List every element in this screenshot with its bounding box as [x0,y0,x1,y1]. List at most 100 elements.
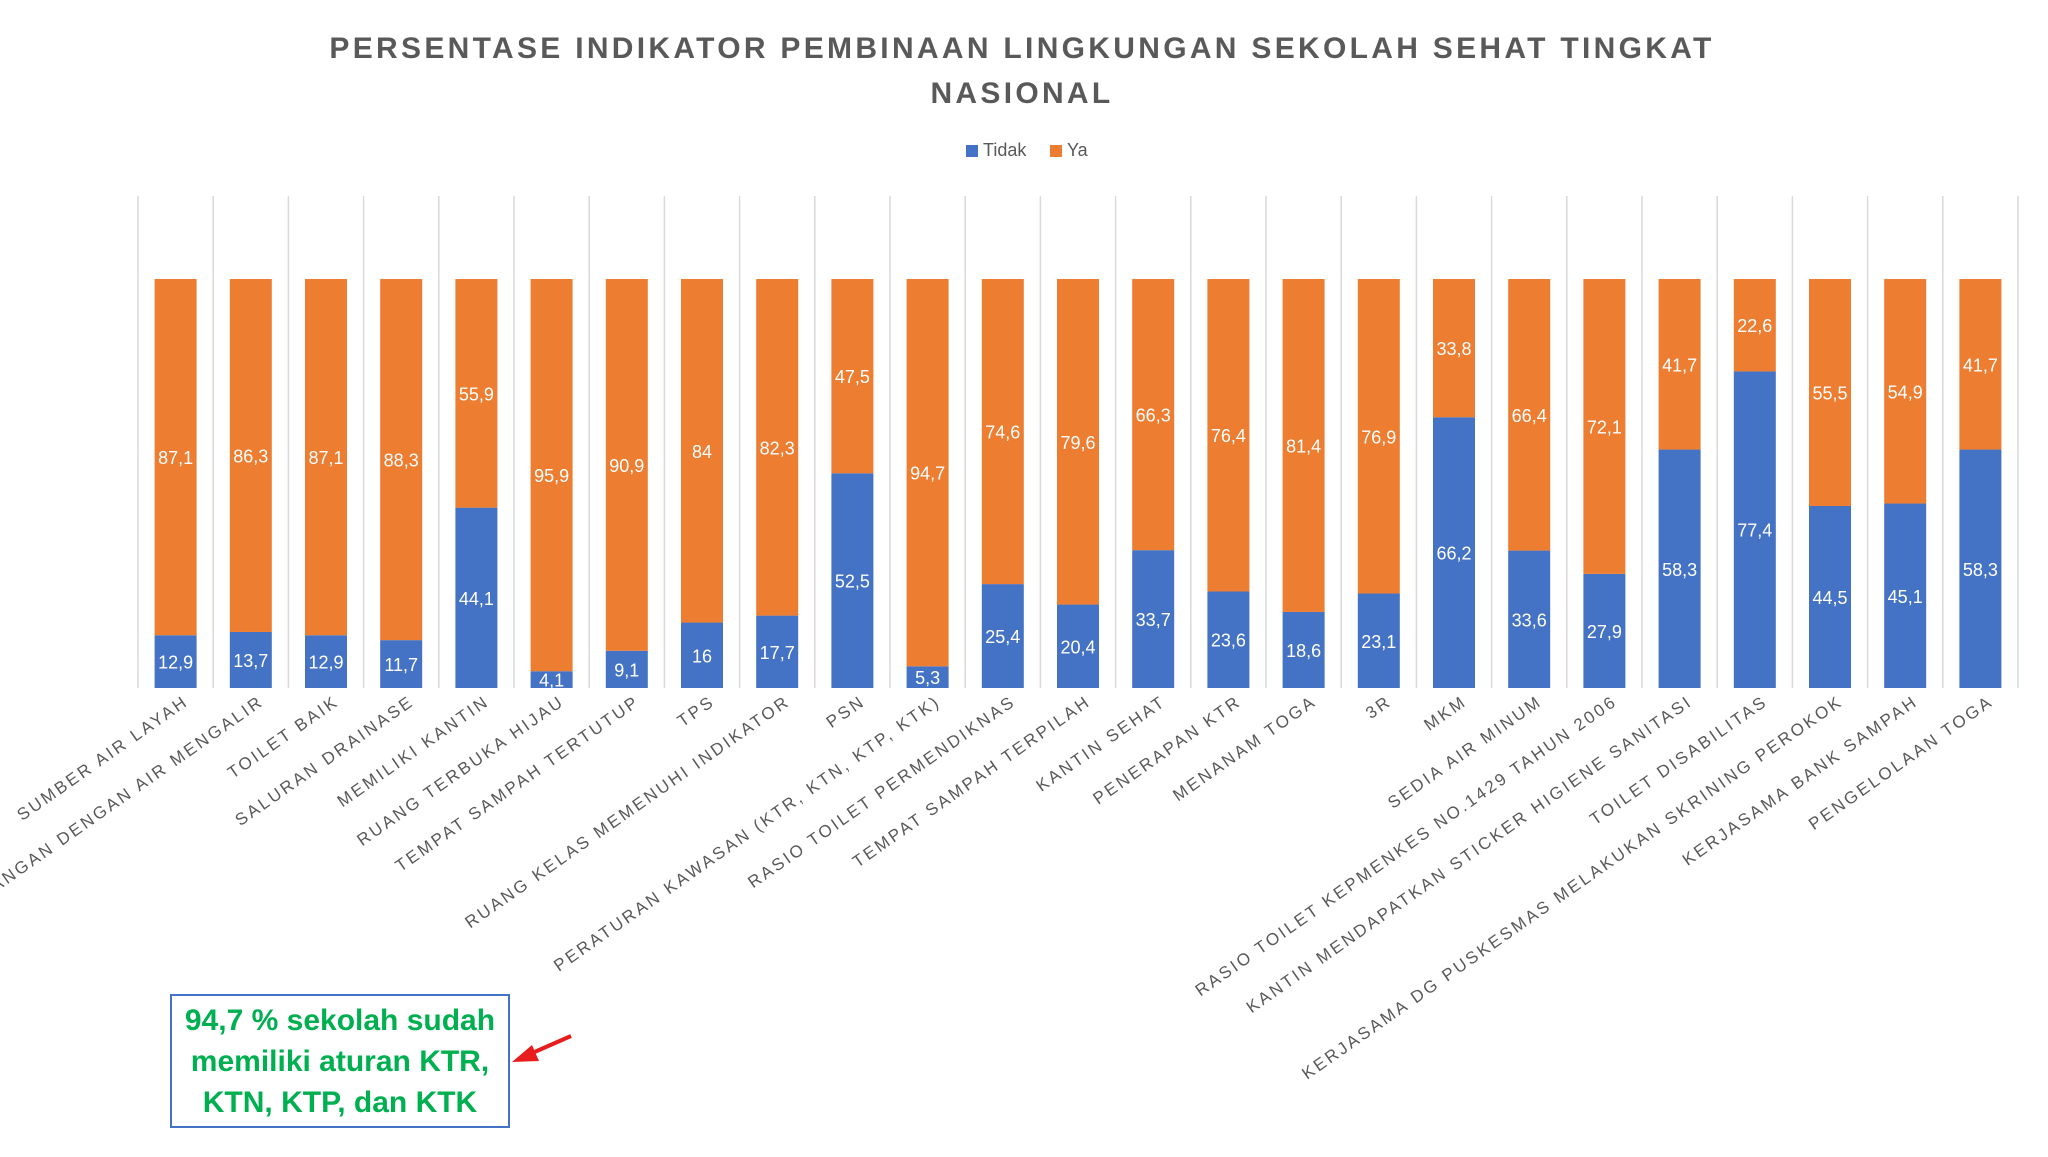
data-label-ya: 33,8 [1436,339,1471,359]
category-tick-label: RASIO TOILET PERMENDIKNAS [744,692,1019,892]
bar-tidak [1433,417,1475,688]
data-label-tidak: 33,6 [1512,610,1547,630]
bar-ya [981,279,1024,585]
callout-box: 94,7 % sekolah sudah memiliki aturan KTR… [170,994,510,1128]
bar-ya [1733,279,1776,372]
data-label-ya: 76,4 [1211,426,1246,446]
bar-ya [831,279,874,474]
bar-ya [305,279,347,636]
bar-tidak [1658,449,1701,688]
data-label-tidak: 44,5 [1812,588,1847,608]
bar-tidak [229,631,272,688]
bar-tidak [1809,505,1851,688]
bars [154,279,2002,688]
chart-title-line: NASIONAL [930,77,1113,110]
data-label-tidak: 52,5 [835,572,870,592]
data-label-ya: 22,6 [1737,316,1772,336]
data-label-tidak: 58,3 [1963,560,1998,580]
arrow-shaft [529,1034,572,1056]
bar-tidak [1207,591,1250,688]
data-label-tidak: 66,2 [1436,544,1471,564]
bar-ya [1207,279,1250,592]
data-label-ya: 86,3 [233,446,268,466]
bar-ya [229,279,272,632]
data-label-ya: 74,6 [985,423,1020,443]
data-label-ya: 79,6 [1060,433,1095,453]
gridlines [137,196,2019,688]
data-label-tidak: 25,4 [985,627,1020,647]
data-label-tidak: 23,6 [1211,631,1246,651]
bar-ya [1057,279,1099,605]
data-label-tidak: 44,1 [459,589,494,609]
bar-ya [1132,279,1175,551]
data-label-ya: 88,3 [384,451,419,471]
bar-ya [681,279,723,623]
category-tick-label: MENANAM TOGA [1169,692,1319,805]
data-label-tidak: 11,7 [384,655,418,675]
bar-tidak [380,640,423,688]
category-tick-label: MKM [1421,692,1471,735]
bar-ya [1959,279,2002,450]
data-label-tidak: 27,9 [1587,622,1622,642]
bar-tidak [154,635,197,688]
bar-tidak [831,473,874,688]
bar-ya [154,279,197,636]
data-label-tidak: 77,4 [1737,521,1772,541]
data-label-ya: 41,7 [1963,355,1998,375]
data-label-tidak: 4,1 [539,671,564,691]
bar-ya [380,279,423,641]
category-tick-label: TPS [674,692,718,731]
bar-tidak [981,584,1024,688]
data-label-tidak: 18,6 [1286,641,1321,661]
category-tick-label: KERJASAMA DG PUSKESMAS MELAKUKAN SKRININ… [1298,692,1846,1084]
bar-tidak [1357,593,1400,688]
data-label-tidak: 20,4 [1060,637,1095,657]
bar-tidak [1959,449,2002,688]
data-label-ya: 81,4 [1286,436,1321,456]
bar-tidak [530,671,573,688]
bar-ya [530,279,573,672]
data-label-ya: 94,7 [910,464,945,484]
bar-tidak [1884,503,1927,688]
data-label-ya: 76,9 [1361,427,1396,447]
data-label-ya: 41,7 [1662,355,1697,375]
data-label-ya: 82,3 [760,438,795,458]
chart-title-line: PERSENTASE INDIKATOR PEMBINAAN LINGKUNGA… [329,32,1714,65]
bar-ya [756,279,799,616]
legend-label: Tidak [983,140,1027,160]
category-tick-label: PENERAPAN KTR [1090,692,1245,809]
chart-title: PERSENTASE INDIKATOR PEMBINAAN LINGKUNGA… [329,32,1714,110]
bar-ya [1658,279,1701,450]
bar-tidak [1508,550,1551,688]
legend: Tidak Ya [966,140,1089,160]
data-label-ya: 90,9 [609,456,644,476]
legend-swatch [966,145,978,157]
data-label-tidak: 23,1 [1361,632,1396,652]
callout-arrow [512,1034,572,1062]
data-label-ya: 95,9 [534,466,569,486]
data-label-ya: 87,1 [308,448,343,468]
data-label-ya: 47,5 [835,367,870,387]
bar-ya [1583,279,1626,574]
data-label-ya: 55,9 [459,384,494,404]
callout-text: 94,7 % sekolah sudah memiliki aturan KTR… [184,1003,496,1119]
bar-ya [1433,279,1475,418]
data-label-tidak: 58,3 [1662,560,1697,580]
category-tick-label: 3R [1362,692,1395,723]
data-label-tidak: 13,7 [233,651,268,671]
data-label-ya: 87,1 [158,448,193,468]
legend-label: Ya [1067,140,1089,160]
data-label-ya: 54,9 [1888,382,1923,402]
bar-ya [605,279,648,651]
data-label-ya: 66,3 [1136,406,1171,426]
category-tick-label: KANTIN SEHAT [1033,692,1170,796]
bar-tidak [605,650,648,688]
bar-ya [1508,279,1551,551]
bar-ya [455,279,498,508]
bar-ya [1884,279,1927,504]
bar-ya [1282,279,1325,612]
data-label-tidak: 45,1 [1888,587,1923,607]
bar-tidak [1733,371,1776,688]
